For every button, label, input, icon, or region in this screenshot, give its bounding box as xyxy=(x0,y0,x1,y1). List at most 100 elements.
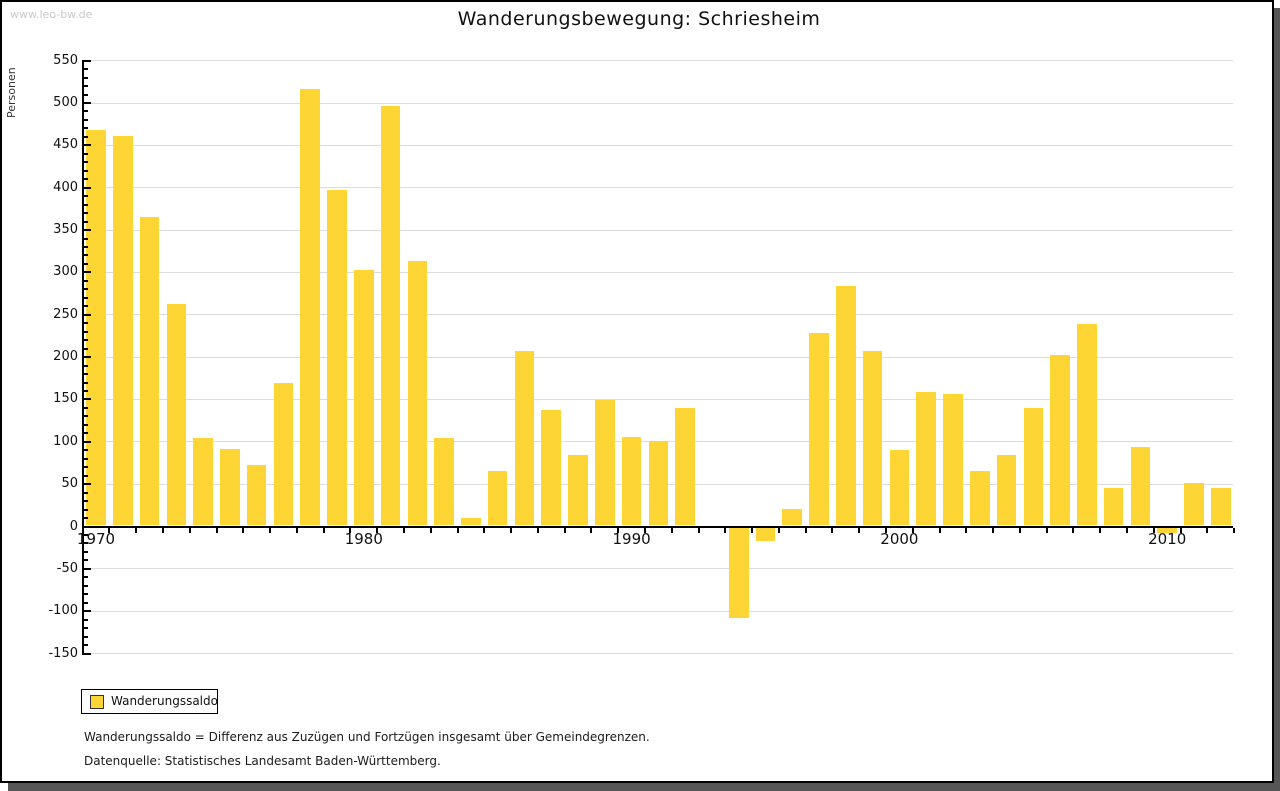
x-axis-tick xyxy=(911,527,914,533)
y-axis-tick xyxy=(84,330,88,333)
y-axis-tick xyxy=(84,440,91,443)
x-axis-tick xyxy=(215,527,218,533)
y-axis-label: 350 xyxy=(53,222,78,238)
y-axis-tick xyxy=(84,559,88,562)
y-axis-tick xyxy=(84,245,88,248)
y-axis-tick xyxy=(84,347,88,350)
y-axis-tick xyxy=(84,76,88,79)
y-axis-tick xyxy=(84,466,88,469)
y-axis-tick xyxy=(84,212,88,215)
footnote-definition: Wanderungssaldo = Differenz aus Zuzügen … xyxy=(84,730,650,744)
x-axis-tick xyxy=(402,527,405,533)
x-axis-tick xyxy=(831,527,834,533)
y-axis-label: 100 xyxy=(53,433,78,449)
bar-1977 xyxy=(273,382,294,526)
x-axis-tick xyxy=(322,527,325,533)
x-axis-tick xyxy=(992,527,995,533)
y-axis-label: 50 xyxy=(61,476,78,492)
y-axis-tick xyxy=(84,567,91,570)
x-axis-tick xyxy=(965,527,968,533)
y-axis-tick xyxy=(84,373,88,376)
bar-1984 xyxy=(461,518,481,526)
y-axis-tick xyxy=(84,288,88,291)
chart-title: Wanderungsbewegung: Schriesheim xyxy=(457,8,821,30)
y-axis-tick xyxy=(84,313,91,316)
y-axis-tick xyxy=(84,542,88,545)
y-axis-tick xyxy=(84,322,88,325)
y-axis-tick xyxy=(84,254,88,257)
x-axis-tick xyxy=(858,527,861,533)
y-axis-tick xyxy=(84,152,88,155)
y-axis-tick xyxy=(84,144,91,147)
y-axis-label: 250 xyxy=(53,306,78,322)
y-axis-label: 450 xyxy=(53,137,78,153)
frame-shadow-bottom xyxy=(8,783,1274,791)
y-axis-tick xyxy=(84,186,91,189)
x-axis-tick xyxy=(643,527,646,533)
y-axis-tick xyxy=(84,457,88,460)
y-axis-label: 550 xyxy=(53,52,78,68)
x-axis-tick xyxy=(804,527,807,533)
bar-1995 xyxy=(755,527,776,541)
bar-2001 xyxy=(916,391,936,526)
x-axis-tick xyxy=(1206,527,1209,533)
gridline xyxy=(84,398,1233,400)
y-axis-tick xyxy=(84,356,91,359)
y-axis-line xyxy=(82,59,84,655)
y-axis-tick xyxy=(84,474,88,477)
x-axis-tick xyxy=(349,527,352,533)
x-axis-tick xyxy=(670,527,673,533)
x-axis-tick xyxy=(617,527,620,533)
x-axis-tick xyxy=(1126,527,1129,533)
bar-2011 xyxy=(1184,483,1204,526)
y-axis-label: 150 xyxy=(53,391,78,407)
y-axis-tick xyxy=(84,135,88,138)
x-axis-tick xyxy=(1045,527,1048,533)
x-axis-tick xyxy=(938,527,941,533)
y-axis-label: -150 xyxy=(48,645,78,661)
y-axis-tick xyxy=(84,432,88,435)
y-axis-tick xyxy=(84,220,88,223)
bar-1985 xyxy=(487,470,508,526)
y-axis-tick xyxy=(84,85,88,88)
y-axis-tick xyxy=(84,491,88,494)
bar-1980 xyxy=(354,269,374,526)
y-axis-tick xyxy=(84,102,91,104)
bar-1987 xyxy=(541,409,562,526)
y-axis-tick xyxy=(84,618,88,621)
bar-2005 xyxy=(1023,407,1044,526)
y-axis-tick xyxy=(84,195,88,198)
bar-2007 xyxy=(1077,324,1097,526)
y-axis-label: 300 xyxy=(53,264,78,280)
bar-1996 xyxy=(782,508,803,526)
x-axis-label: 2000 xyxy=(880,530,919,548)
y-axis-tick xyxy=(84,644,88,647)
y-axis-tick xyxy=(84,364,88,367)
x-axis-tick xyxy=(1018,527,1021,533)
y-axis-label: -50 xyxy=(56,560,78,576)
y-axis-tick xyxy=(84,339,88,342)
y-axis-tick xyxy=(84,483,91,486)
y-axis-tick xyxy=(84,601,88,604)
bar-2003 xyxy=(969,470,990,526)
y-axis-tick xyxy=(84,296,88,299)
y-axis-tick xyxy=(84,423,88,426)
bar-2000 xyxy=(889,450,910,526)
x-axis-tick xyxy=(1099,527,1102,533)
x-axis-label: 1980 xyxy=(344,530,383,548)
x-axis-tick xyxy=(510,527,513,533)
y-axis-tick xyxy=(84,381,88,384)
gridline xyxy=(84,271,1233,273)
bar-1989 xyxy=(595,400,615,526)
x-axis-tick xyxy=(295,527,298,533)
x-axis-tick xyxy=(885,527,887,533)
bar-1999 xyxy=(862,351,883,526)
x-axis-tick xyxy=(777,527,780,533)
y-axis-tick xyxy=(84,262,88,265)
y-axis-tick xyxy=(84,59,91,62)
x-axis-tick xyxy=(536,527,539,533)
y-axis-tick xyxy=(84,635,88,638)
x-axis-tick xyxy=(1072,527,1075,533)
